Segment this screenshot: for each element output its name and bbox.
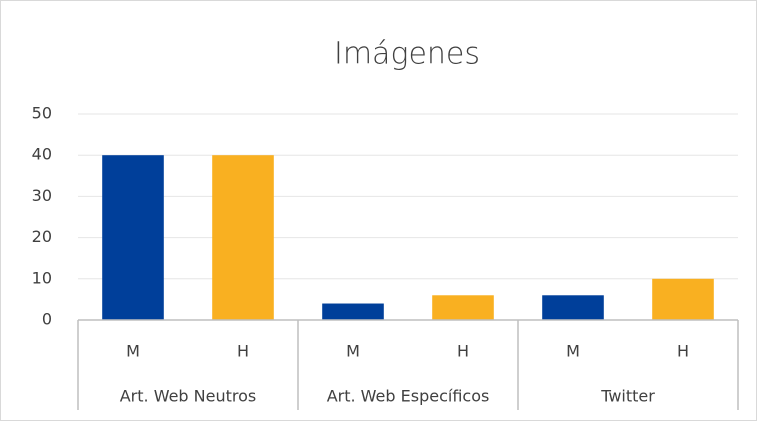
x-tick-label: M (566, 342, 580, 361)
bar (212, 155, 274, 320)
bar (102, 155, 164, 320)
group-label: Art. Web Específicos (327, 387, 490, 406)
y-tick-label: 10 (32, 268, 52, 287)
x-tick-label: M (346, 342, 360, 361)
group-label: Art. Web Neutros (120, 387, 257, 406)
y-tick-label: 20 (32, 227, 52, 246)
bar (542, 295, 604, 320)
group-label: Twitter (600, 387, 655, 406)
y-tick-label: 40 (32, 145, 52, 164)
bar (432, 295, 494, 320)
x-tick-label: H (237, 342, 249, 361)
x-tick-label: M (126, 342, 140, 361)
x-tick-label: H (457, 342, 469, 361)
x-tick-label: H (677, 342, 689, 361)
chart-title: Imágenes (334, 37, 480, 72)
bar (322, 303, 384, 320)
y-tick-label: 30 (32, 186, 52, 205)
y-tick-label: 0 (42, 310, 52, 329)
y-tick-label: 50 (32, 104, 52, 123)
bar (652, 278, 714, 320)
